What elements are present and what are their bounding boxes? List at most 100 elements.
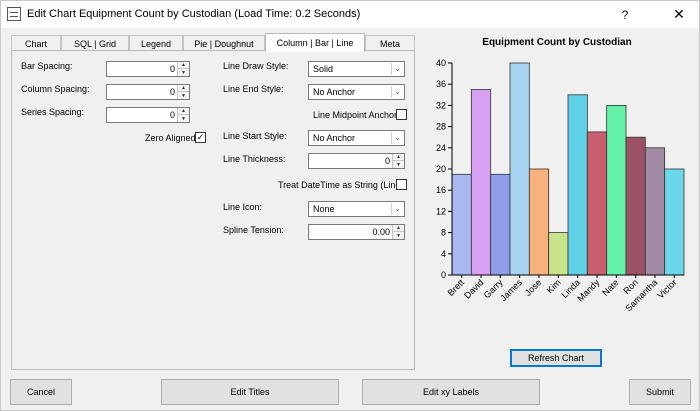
help-button[interactable]: ? xyxy=(621,7,629,22)
line-icon-label: Line Icon: xyxy=(223,202,263,212)
series-spacing-label: Series Spacing: xyxy=(21,107,85,117)
column-spacing-label: Column Spacing: xyxy=(21,84,90,94)
treat-datetime-label: Treat DateTime as String (Line) xyxy=(278,180,404,190)
line-thickness-input[interactable]: 0 ▲ ▼ xyxy=(308,153,405,169)
spline-tension-input[interactable]: 0.00 ▲ ▼ xyxy=(308,224,405,240)
tab-chart[interactable]: Chart xyxy=(11,35,61,51)
spline-tension-label: Spline Tension: xyxy=(223,225,284,235)
y-tick-label: 36 xyxy=(436,79,446,89)
line-midpoint-anchors-checkbox[interactable] xyxy=(396,109,407,120)
spin-down-icon[interactable]: ▼ xyxy=(181,92,186,99)
series-spacing-spinner[interactable]: ▲ ▼ xyxy=(177,108,189,122)
chevron-down-icon[interactable]: ⌄ xyxy=(391,86,403,98)
chart-preview: Equipment Count by Custodian 0 4 8 12 16 20 24… xyxy=(422,33,692,351)
spline-tension-spinner[interactable]: ▲ ▼ xyxy=(392,225,404,239)
bar-mandy xyxy=(586,131,608,276)
line-draw-style-value: Solid xyxy=(313,64,334,74)
y-tick-label: 32 xyxy=(436,100,446,110)
spin-down-icon[interactable]: ▼ xyxy=(181,115,186,122)
line-thickness-value: 0 xyxy=(384,156,390,166)
spin-up-icon[interactable]: ▲ xyxy=(178,62,189,69)
line-start-style-select[interactable]: No Anchor ⌄ xyxy=(308,130,405,146)
bar-nate xyxy=(606,105,627,276)
y-tick-label: 20 xyxy=(436,164,446,174)
line-thickness-label: Line Thickness: xyxy=(223,154,286,164)
bar-ron xyxy=(625,136,646,276)
spin-up-icon[interactable]: ▲ xyxy=(178,85,189,92)
y-tick-label: 12 xyxy=(436,206,446,216)
tab-meta[interactable]: Meta xyxy=(365,35,415,51)
series-spacing-input[interactable]: 0 ▲ ▼ xyxy=(106,107,190,123)
title-bar: Edit Chart Equipment Count by Custodian … xyxy=(1,1,699,28)
x-tick-label: James xyxy=(498,277,524,303)
app-window-icon xyxy=(7,7,21,21)
chevron-down-icon[interactable]: ⌄ xyxy=(391,203,403,215)
spin-up-icon[interactable]: ▲ xyxy=(393,154,404,161)
series-spacing-value: 0 xyxy=(169,110,175,120)
refresh-chart-button[interactable]: Refresh Chart xyxy=(510,349,602,367)
bar-linda xyxy=(567,94,588,276)
bar-chart: 0481216202428323640BrettDavidGarryJamesJ… xyxy=(436,58,685,313)
tab-column-bar-line[interactable]: Column | Bar | Line xyxy=(265,33,365,52)
bar-spacing-label: Bar Spacing: xyxy=(21,61,73,71)
line-start-style-label: Line Start Style: xyxy=(223,131,287,141)
bar-spacing-value: 0 xyxy=(169,64,175,74)
line-end-style-value: No Anchor xyxy=(313,87,356,97)
spin-down-icon[interactable]: ▼ xyxy=(181,69,186,76)
edit-titles-button[interactable]: Edit Titles xyxy=(161,379,339,405)
chart-title: Equipment Count by Custodian xyxy=(482,37,632,48)
close-button[interactable]: ✕ xyxy=(673,6,685,22)
treat-datetime-checkbox[interactable] xyxy=(396,179,407,190)
spin-up-icon[interactable]: ▲ xyxy=(178,108,189,115)
tab-sql-grid[interactable]: SQL | Grid xyxy=(61,35,129,51)
tab-pie-doughnut[interactable]: Pie | Doughnut xyxy=(183,35,265,51)
zero-aligned-label: Zero Aligned xyxy=(145,133,196,143)
chevron-down-icon[interactable]: ⌄ xyxy=(391,63,403,75)
zero-aligned-checkbox[interactable]: ✓ xyxy=(195,132,206,143)
line-draw-style-label: Line Draw Style: xyxy=(223,61,289,71)
x-tick-label: Mandy xyxy=(575,277,602,304)
line-end-style-select[interactable]: No Anchor ⌄ xyxy=(308,84,405,100)
column-bar-line-panel: Bar Spacing: 0 ▲ ▼ Column Spacing: 0 ▲ ▼… xyxy=(11,50,415,370)
cancel-button[interactable]: Cancel xyxy=(10,379,72,405)
spin-down-icon[interactable]: ▼ xyxy=(396,232,401,239)
line-end-style-label: Line End Style: xyxy=(223,84,284,94)
y-tick-label: 8 xyxy=(441,228,446,238)
bar-kim xyxy=(548,232,569,276)
column-spacing-value: 0 xyxy=(169,87,175,97)
bar-samantha xyxy=(644,147,666,276)
edit-xy-labels-button[interactable]: Edit xy Labels xyxy=(362,379,540,405)
column-spacing-spinner[interactable]: ▲ ▼ xyxy=(177,85,189,99)
x-tick-label: Nate xyxy=(600,277,621,298)
bar-jose xyxy=(528,168,550,276)
bar-james xyxy=(509,62,530,276)
spin-down-icon[interactable]: ▼ xyxy=(396,161,401,168)
line-draw-style-select[interactable]: Solid ⌄ xyxy=(308,61,405,77)
spin-up-icon[interactable]: ▲ xyxy=(393,225,404,232)
spline-tension-value: 0.00 xyxy=(372,227,390,237)
y-tick-label: 16 xyxy=(436,185,446,195)
y-tick-label: 0 xyxy=(441,270,446,280)
line-icon-select[interactable]: None ⌄ xyxy=(308,201,405,217)
bar-brett xyxy=(451,173,472,276)
tab-legend[interactable]: Legend xyxy=(129,35,183,51)
column-spacing-input[interactable]: 0 ▲ ▼ xyxy=(106,84,190,100)
x-tick-label: Victor xyxy=(656,277,679,300)
line-thickness-spinner[interactable]: ▲ ▼ xyxy=(392,154,404,168)
line-icon-value: None xyxy=(313,204,335,214)
y-tick-label: 24 xyxy=(436,143,446,153)
submit-button[interactable]: Submit xyxy=(629,379,691,405)
y-tick-label: 4 xyxy=(441,249,446,259)
bar-victor xyxy=(664,168,685,276)
bar-david xyxy=(470,89,492,276)
bar-spacing-spinner[interactable]: ▲ ▼ xyxy=(177,62,189,76)
chevron-down-icon[interactable]: ⌄ xyxy=(391,132,403,144)
bar-spacing-input[interactable]: 0 ▲ ▼ xyxy=(106,61,190,77)
line-midpoint-anchors-label: Line Midpoint Anchors xyxy=(313,110,402,120)
x-tick-label: Jose xyxy=(523,277,544,298)
bar-garry xyxy=(490,173,511,276)
y-tick-label: 40 xyxy=(436,58,446,68)
line-start-style-value: No Anchor xyxy=(313,133,356,143)
y-tick-label: 28 xyxy=(436,122,446,132)
